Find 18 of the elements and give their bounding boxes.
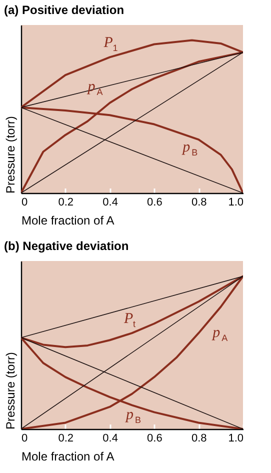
x-tick-label: 0 bbox=[22, 196, 28, 208]
x-tick-label: 0.6 bbox=[147, 196, 162, 208]
x-tick-label: 0.6 bbox=[147, 432, 162, 444]
x-tick-label: 0.8 bbox=[191, 432, 207, 444]
chart-title: (a) Positive deviation bbox=[4, 3, 124, 17]
x-tick-label: 0.4 bbox=[102, 196, 118, 208]
x-tick-label: 0.4 bbox=[102, 432, 118, 444]
x-axis-title: Mole fraction of A bbox=[22, 214, 114, 228]
chart-title: (b) Negative deviation bbox=[4, 239, 129, 253]
x-tick-label: 0.2 bbox=[58, 196, 74, 208]
x-tick-label: 0.8 bbox=[191, 196, 207, 208]
x-tick-label: 1.0 bbox=[228, 432, 244, 444]
x-axis-title: Mole fraction of A bbox=[22, 450, 114, 464]
x-tick-label: 0.2 bbox=[58, 432, 74, 444]
x-tick-label: 1.0 bbox=[228, 196, 244, 208]
x-tick-label: 0 bbox=[22, 432, 28, 444]
y-axis-title: Pressure (torr) bbox=[4, 116, 18, 194]
y-axis-title: Pressure (torr) bbox=[4, 352, 18, 430]
